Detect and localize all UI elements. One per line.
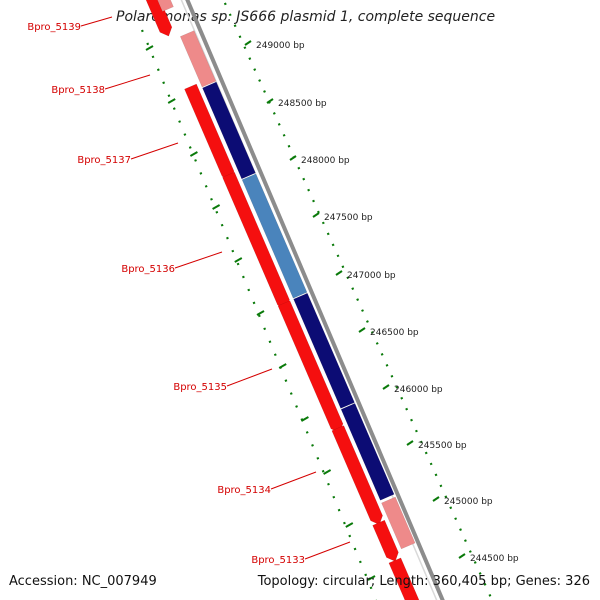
scale-label: 245500 bp: [418, 441, 467, 451]
gene-leader-line: [174, 251, 223, 269]
scale-label: 246000 bp: [394, 385, 443, 395]
topology-label: Topology: circular; Length: 360,405 bp; …: [257, 574, 590, 589]
scale-tick: [458, 553, 466, 559]
gene-leader-line: [104, 74, 151, 90]
scale-tick: [312, 212, 320, 218]
inner-minor-tick: [189, 151, 198, 157]
scale-tick: [358, 327, 366, 333]
scale-tick: [289, 155, 297, 161]
gene-label: Bpro_5138: [51, 85, 105, 96]
gene-leader-line: [304, 541, 351, 560]
gene-arrow-forward: [388, 557, 420, 600]
gene-label: Bpro_5134: [217, 485, 271, 496]
gene-reverse-dark: [293, 292, 355, 409]
gene-leader-line: [270, 471, 317, 490]
gene-leader-line: [80, 16, 113, 27]
backbone-line: [185, 0, 445, 600]
inner-minor-tick: [167, 98, 176, 104]
gene-arrow-forward: [331, 425, 383, 525]
inner-minor-tick: [145, 45, 154, 51]
gene-pseudo-light: [179, 30, 217, 88]
scale-tick: [432, 496, 440, 502]
inner-minor-tick: [367, 575, 376, 581]
inner-minor-tick: [256, 310, 265, 316]
scale-label: 245000 bp: [444, 497, 493, 507]
inner-minor-tick: [278, 363, 287, 369]
inner-minor-tick: [212, 204, 221, 210]
scale-tick: [382, 384, 390, 390]
scale-label: 248000 bp: [301, 156, 350, 166]
gene-arrow-forward: [372, 519, 399, 562]
gene-reverse-dark: [340, 403, 395, 501]
scale-tick: [406, 440, 414, 446]
scale-label: 247000 bp: [347, 271, 396, 281]
gene-reverse-dark: [202, 81, 256, 180]
scale-tick: [244, 40, 252, 46]
outer-tick-track: [222, 0, 494, 600]
gene-label: Bpro_5133: [251, 555, 305, 566]
scale-label: 249000 bp: [256, 41, 305, 51]
inner-minor-tick: [323, 469, 332, 475]
scale-label: 246500 bp: [370, 328, 419, 338]
gene-reverse-steel: [241, 173, 308, 299]
scale-tick: [335, 270, 343, 276]
scale-label: 247500 bp: [324, 213, 373, 223]
map-title: Polaromonas sp. JS666 plasmid 1, complet…: [116, 9, 496, 25]
gene-label: Bpro_5136: [121, 264, 175, 275]
inner-minor-tick: [300, 416, 309, 422]
accession-label: Accession: NC_007949: [9, 574, 157, 589]
gene-light-forward: [157, 0, 174, 12]
gene-leader-line: [226, 368, 273, 387]
gene-arrow-forward: [145, 0, 173, 37]
gene-leader-line: [130, 142, 179, 160]
gene-label: Bpro_5135: [173, 382, 227, 393]
gene-label: Bpro_5139: [27, 22, 81, 33]
scale-label: 248500 bp: [278, 99, 327, 109]
scale-tick: [266, 98, 274, 104]
gene-label: Bpro_5137: [77, 155, 131, 166]
inner-minor-tick: [234, 257, 243, 263]
inner-minor-tick: [345, 522, 354, 528]
scale-label: 244500 bp: [470, 554, 519, 564]
gene-pseudo-light: [381, 496, 416, 550]
